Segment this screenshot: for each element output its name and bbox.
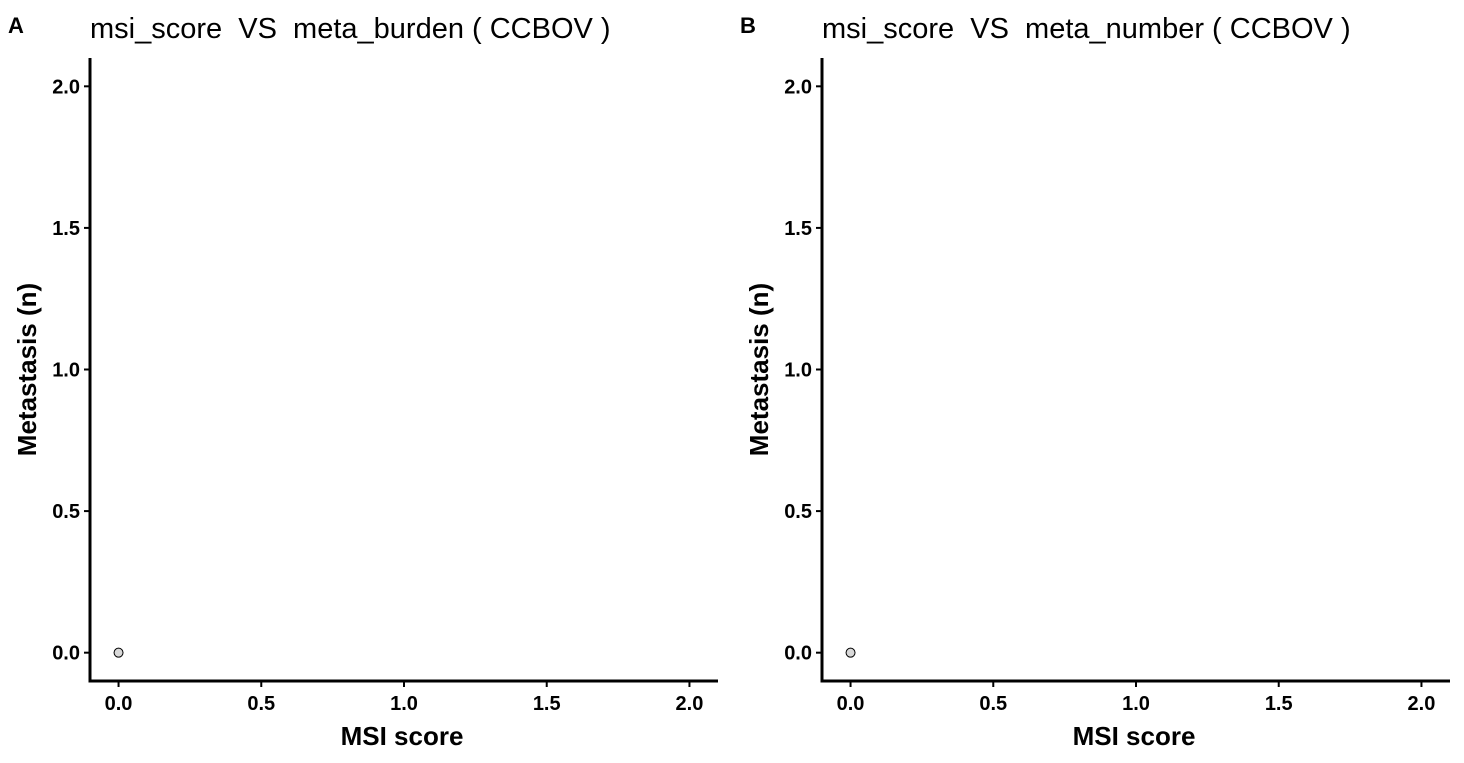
y-tick-label: 1.0 xyxy=(784,360,812,382)
x-axis-title: MSI score xyxy=(1073,721,1196,751)
x-tick-label: 2.0 xyxy=(676,693,704,715)
y-tick-label: 1.5 xyxy=(784,218,812,240)
x-tick-label: 0.0 xyxy=(837,693,865,715)
y-axis-title: Metastasis (n) xyxy=(12,283,42,456)
chart-title: msi_score VS meta_number ( CCBOV ) xyxy=(822,13,1351,45)
x-tick-label: 2.0 xyxy=(1408,693,1436,715)
panel-letter: A xyxy=(8,13,24,38)
x-tick-label: 1.0 xyxy=(390,693,418,715)
y-tick-label: 0.5 xyxy=(784,501,812,523)
y-tick-label: 0.0 xyxy=(52,643,80,665)
x-tick-label: 0.5 xyxy=(247,693,275,715)
y-tick-label: 0.5 xyxy=(52,501,80,523)
data-point xyxy=(845,647,856,658)
y-tick-label: 1.0 xyxy=(52,360,80,382)
chart-title: msi_score VS meta_burden ( CCBOV ) xyxy=(90,13,611,45)
y-tick-label: 1.5 xyxy=(52,218,80,240)
data-point xyxy=(113,647,124,658)
x-tick-label: 1.5 xyxy=(1265,693,1293,715)
x-tick-label: 1.5 xyxy=(533,693,561,715)
panel-letter: B xyxy=(740,13,756,38)
x-tick-label: 0.0 xyxy=(105,693,133,715)
x-axis-title: MSI score xyxy=(341,721,464,751)
y-tick-label: 2.0 xyxy=(52,76,80,98)
y-tick-label: 2.0 xyxy=(784,76,812,98)
x-tick-label: 0.5 xyxy=(979,693,1007,715)
y-tick-label: 0.0 xyxy=(784,643,812,665)
y-axis-title: Metastasis (n) xyxy=(744,283,774,456)
x-tick-label: 1.0 xyxy=(1122,693,1150,715)
